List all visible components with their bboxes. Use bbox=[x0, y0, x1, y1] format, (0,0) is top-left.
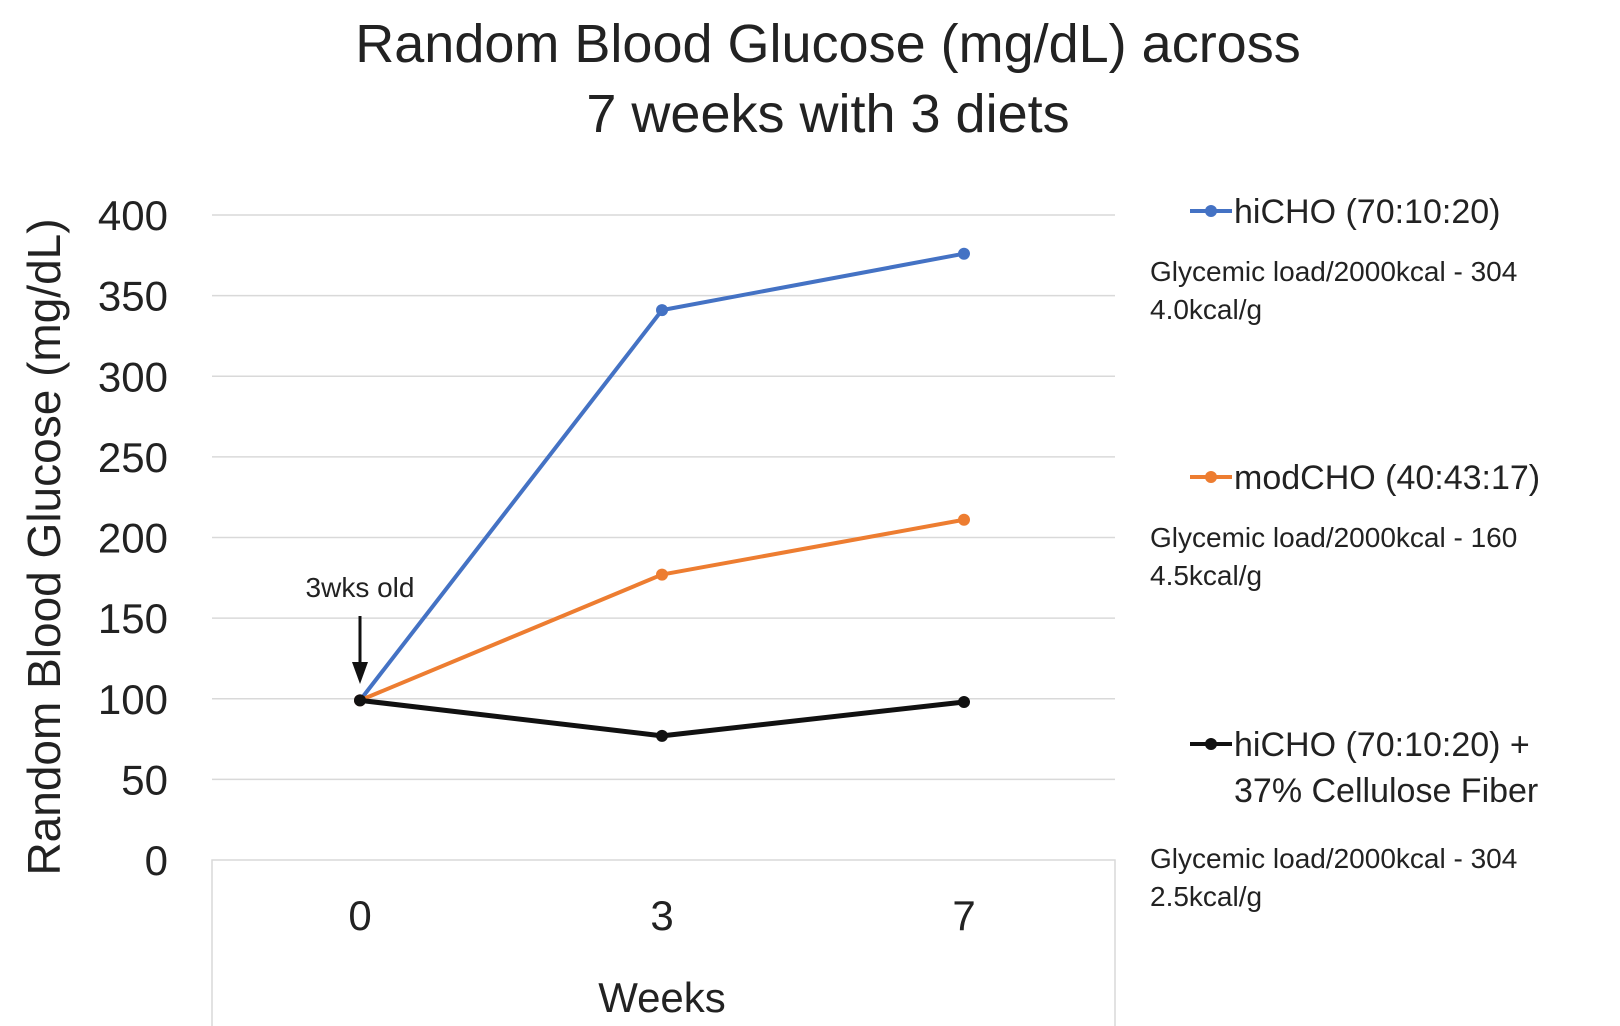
annotation-text: 3wks old bbox=[306, 572, 415, 603]
legend-note: Glycemic load/2000kcal - 160 bbox=[1150, 522, 1517, 553]
y-tick-label: 300 bbox=[98, 353, 168, 400]
y-tick-label: 250 bbox=[98, 434, 168, 481]
legend-note: 4.0kcal/g bbox=[1150, 294, 1262, 325]
legend-entry-2: modCHO (40:43:17) Glycemic load/2000kcal … bbox=[1150, 459, 1540, 591]
data-point bbox=[958, 247, 970, 260]
y-tick-label: 350 bbox=[98, 273, 168, 320]
legend-note: Glycemic load/2000kcal - 304 bbox=[1150, 256, 1517, 287]
legend-swatch-marker bbox=[1205, 738, 1217, 750]
y-tick-label: 400 bbox=[98, 192, 168, 239]
series-1 bbox=[354, 247, 970, 707]
data-point bbox=[656, 304, 668, 317]
legend: hiCHO (70:10:20) Glycemic load/2000kcal -… bbox=[1150, 193, 1540, 912]
plot-area-frame bbox=[211, 859, 1116, 1026]
legend-note: Glycemic load/2000kcal - 304 bbox=[1150, 843, 1517, 874]
series-line bbox=[359, 517, 965, 703]
data-point bbox=[958, 695, 970, 708]
y-axis-ticks: 0 50 100 150 200 250 300 350 400 bbox=[98, 192, 168, 884]
y-tick-label: 150 bbox=[98, 595, 168, 642]
y-tick-label: 0 bbox=[145, 837, 168, 884]
data-point bbox=[656, 568, 668, 581]
x-tick-label: 3 bbox=[650, 892, 673, 939]
data-point bbox=[354, 694, 366, 707]
y-tick-label: 100 bbox=[98, 676, 168, 723]
x-axis-label: Weeks bbox=[598, 974, 726, 1021]
annotation-3wks-old: 3wks old bbox=[306, 572, 415, 684]
chart-title-line-1: Random Blood Glucose (mg/dL) across bbox=[355, 14, 1300, 74]
y-tick-label: 50 bbox=[121, 756, 168, 803]
chart-title-line-2: 7 weeks with 3 diets bbox=[586, 84, 1069, 144]
legend-label: 37% Cellulose Fiber bbox=[1234, 772, 1538, 810]
series-3 bbox=[354, 694, 970, 742]
x-tick-label: 7 bbox=[952, 892, 975, 939]
legend-entry-1: hiCHO (70:10:20) Glycemic load/2000kcal -… bbox=[1150, 193, 1517, 325]
series-group bbox=[354, 247, 970, 742]
legend-swatch-marker bbox=[1205, 205, 1217, 217]
data-point bbox=[958, 513, 970, 526]
legend-label: hiCHO (70:10:20) + bbox=[1234, 726, 1530, 764]
legend-note: 2.5kcal/g bbox=[1150, 881, 1262, 912]
gridlines bbox=[212, 214, 1115, 781]
y-tick-label: 200 bbox=[98, 515, 168, 562]
legend-note: 4.5kcal/g bbox=[1150, 560, 1262, 591]
x-axis-frame bbox=[211, 859, 1116, 1026]
y-axis-label: Random Blood Glucose (mg/dL) bbox=[18, 218, 70, 875]
series-2 bbox=[354, 513, 970, 707]
series-line bbox=[358, 251, 965, 702]
legend-label: hiCHO (70:10:20) bbox=[1234, 193, 1500, 231]
legend-entry-3: hiCHO (70:10:20) + 37% Cellulose Fiber Gly… bbox=[1150, 726, 1538, 912]
annotation-arrow-head bbox=[352, 662, 368, 684]
x-tick-label: 0 bbox=[348, 892, 371, 939]
legend-swatch-marker bbox=[1205, 471, 1217, 483]
legend-label: modCHO (40:43:17) bbox=[1234, 459, 1540, 497]
data-point bbox=[656, 729, 668, 742]
x-axis-ticks: 0 3 7 bbox=[348, 892, 975, 939]
